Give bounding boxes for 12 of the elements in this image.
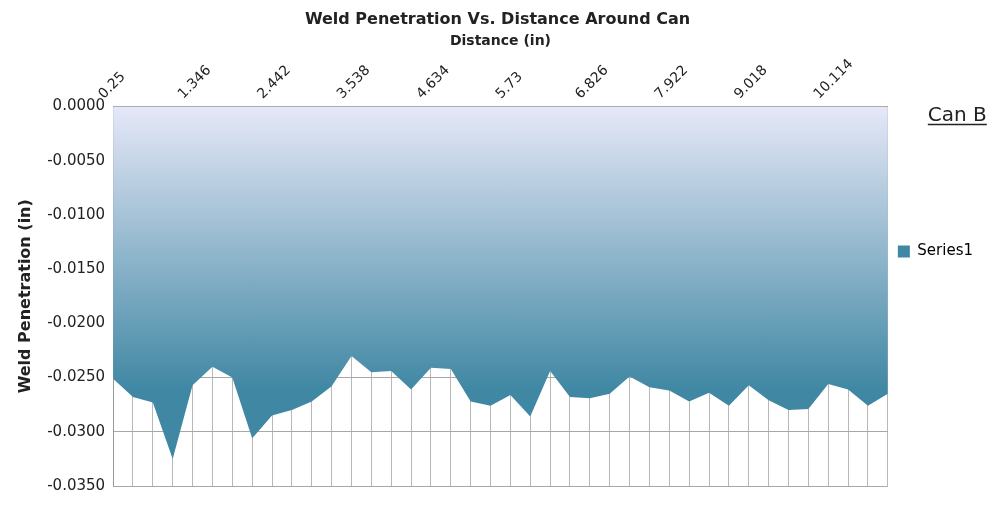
y-tick-label: -0.0300 [47, 421, 106, 440]
text: Can B [927, 101, 987, 126]
x-axis-title: Distance (in) [449, 32, 552, 49]
y-tick-label: -0.0100 [47, 204, 106, 223]
legend-label: Series1 [917, 241, 973, 260]
y-tick-label: -0.0150 [47, 259, 106, 278]
y-tick-label: -0.0350 [47, 475, 106, 494]
chart-title: Weld Penetration Vs. Distance Around Can [304, 8, 691, 28]
y-tick-label: -0.0050 [47, 150, 106, 169]
y-axis-title: Weld Penetration (in) [14, 199, 34, 394]
y-tick-label: -0.0200 [47, 313, 106, 332]
y-tick-label: -0.0250 [47, 367, 106, 386]
